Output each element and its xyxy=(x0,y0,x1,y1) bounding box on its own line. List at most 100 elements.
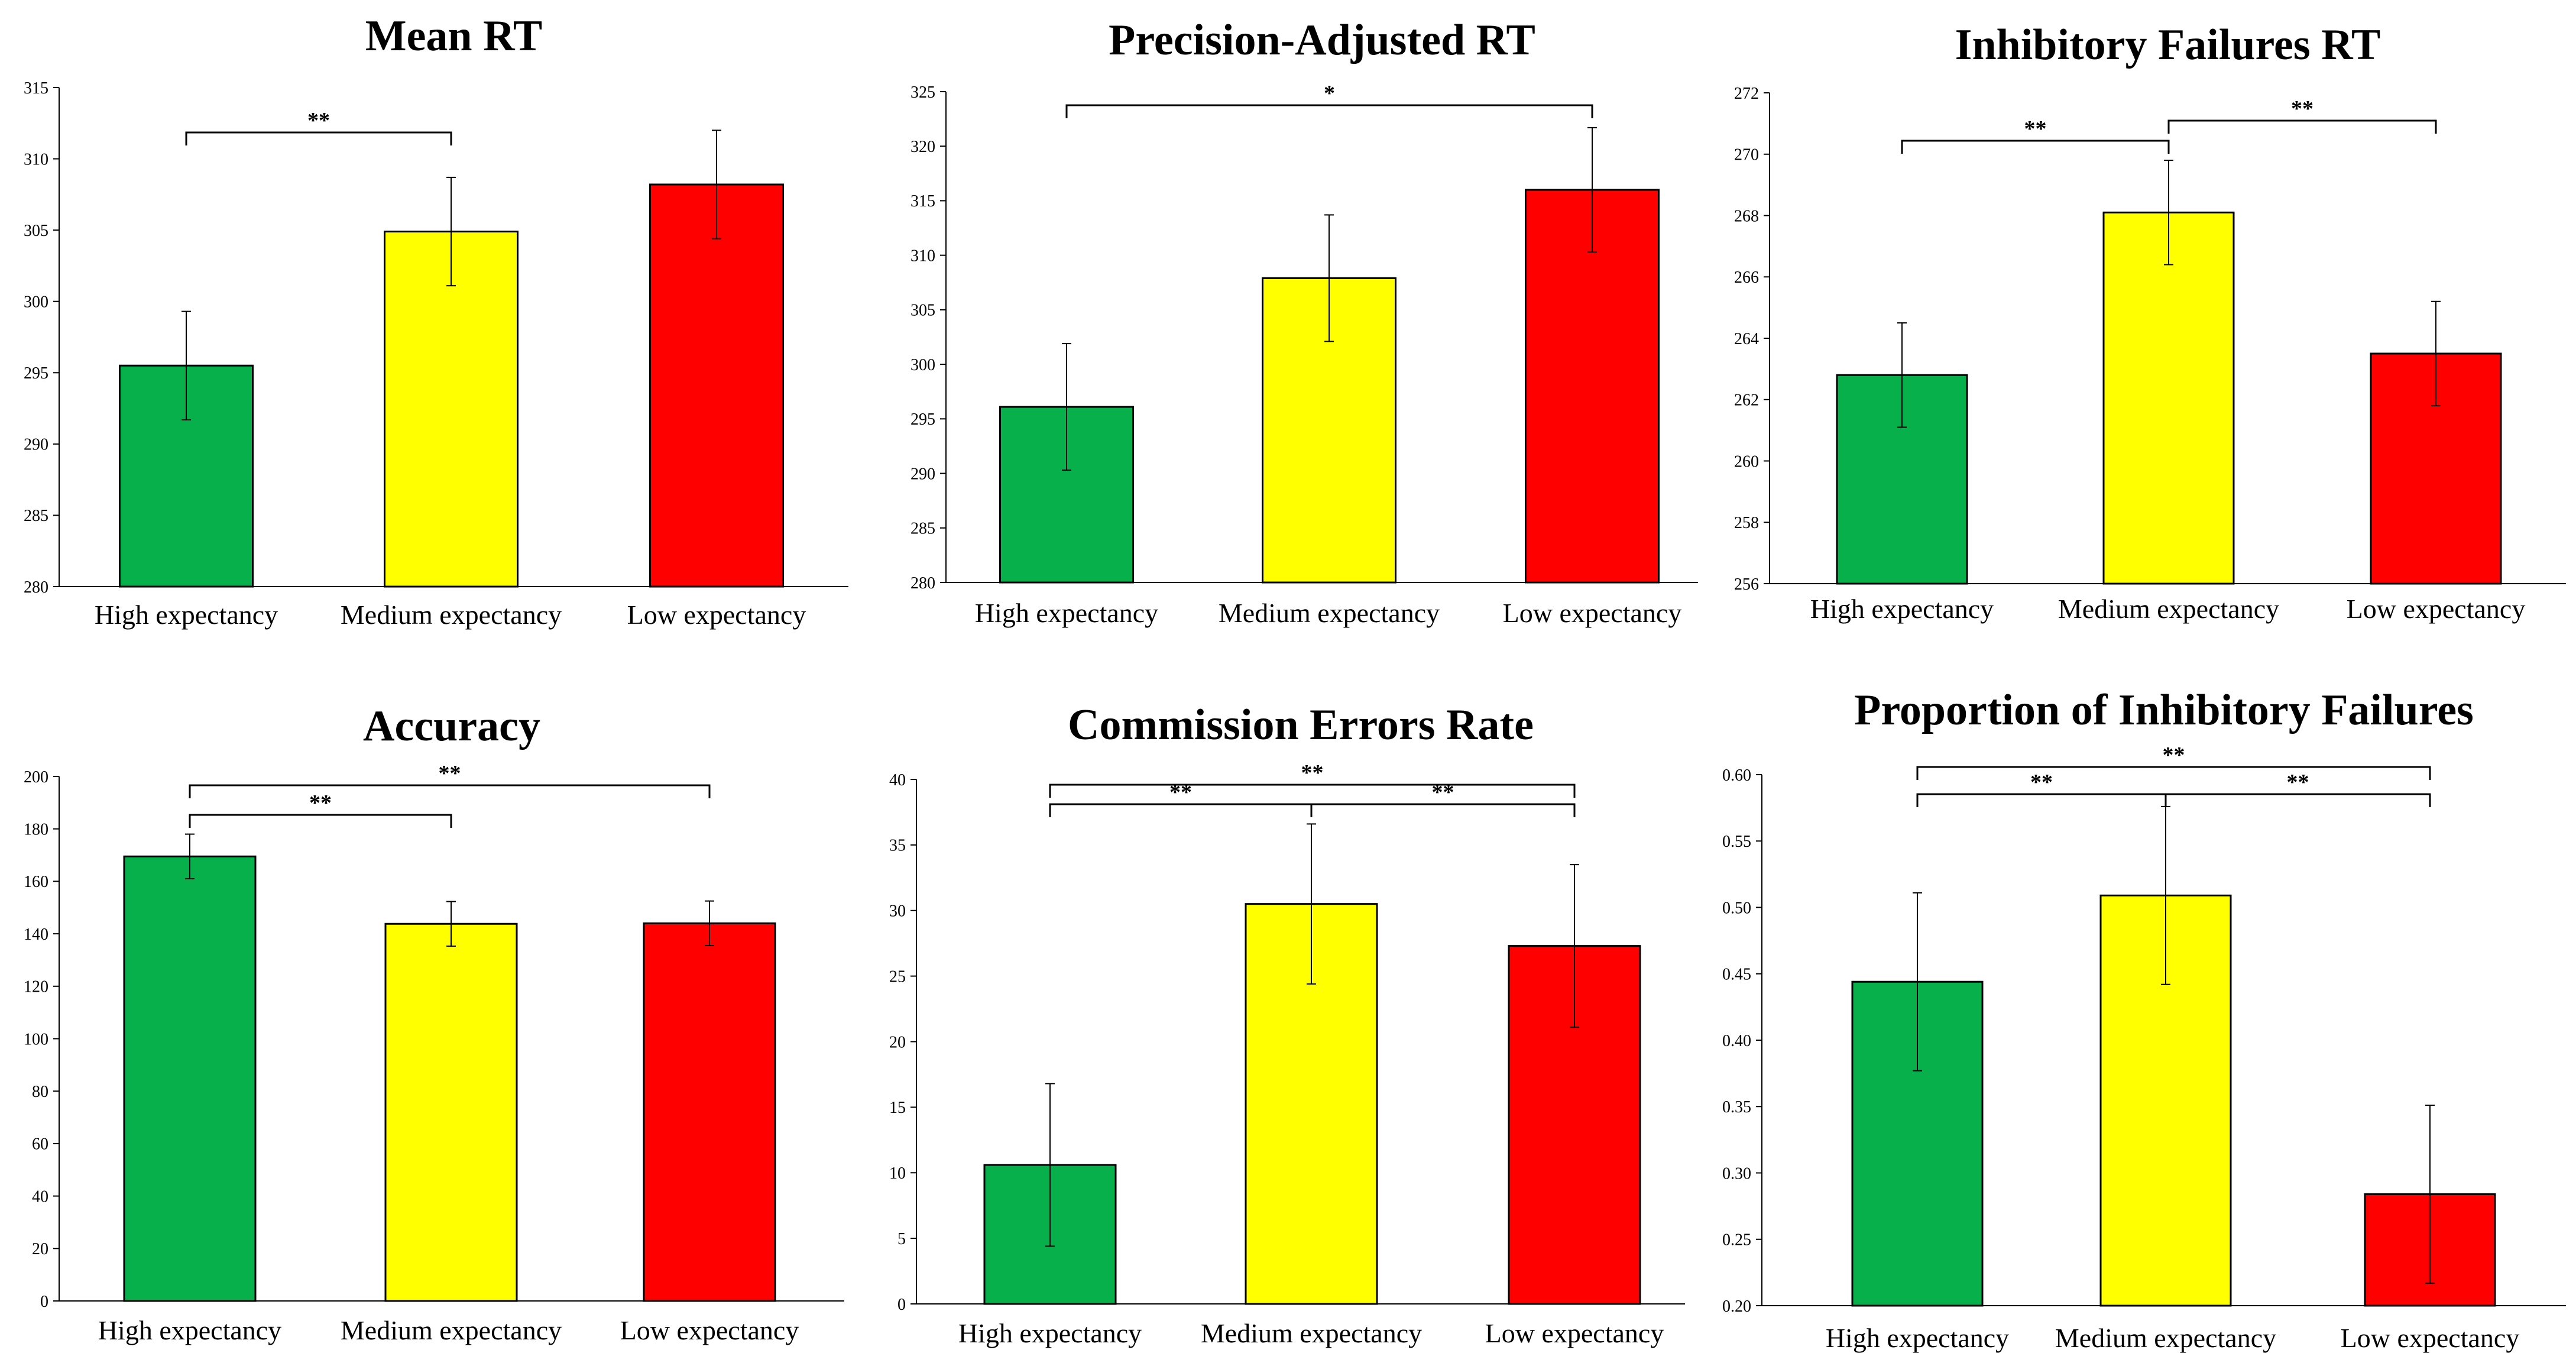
y-tick-label: 290 xyxy=(910,465,935,483)
bar xyxy=(643,922,776,1302)
y-tick-label: 80 xyxy=(32,1083,48,1101)
significance-label: ** xyxy=(2024,116,2047,141)
x-category-label: High expectancy xyxy=(958,1318,1142,1348)
y-tick-label: 325 xyxy=(910,83,935,102)
chart-title: Proportion of Inhibitory Failures xyxy=(1854,686,2474,734)
significance-label: ** xyxy=(2287,770,2309,795)
y-tick-label: 60 xyxy=(32,1135,48,1154)
y-tick-label: 0.25 xyxy=(1722,1231,1751,1250)
x-category-label: Medium expectancy xyxy=(1219,598,1440,628)
y-tick-label: 35 xyxy=(889,837,906,855)
y-tick-label: 100 xyxy=(24,1030,48,1048)
significance-bracket xyxy=(1049,803,1313,817)
significance-label: ** xyxy=(2163,743,2185,768)
y-tick-label: 0.55 xyxy=(1722,833,1751,851)
chart-title: Accuracy xyxy=(363,702,540,750)
chart-panel: Accuracy 0 20 40 60 80 100 120 140 160 180 200 High … xyxy=(24,702,844,1345)
x-category-label: Low expectancy xyxy=(1503,598,1682,628)
bar xyxy=(2102,211,2235,585)
x-category-label: Low expectancy xyxy=(2341,1323,2520,1353)
y-tick-label: 160 xyxy=(24,873,48,891)
x-category-label: High expectancy xyxy=(1810,594,1994,624)
y-tick-label: 0 xyxy=(40,1293,48,1311)
y-tick-label: 266 xyxy=(1734,268,1759,287)
y-tick-label: 305 xyxy=(910,302,935,320)
x-category-label: High expectancy xyxy=(98,1315,281,1345)
significance-bracket xyxy=(1310,803,1576,817)
x-category-label: Medium expectancy xyxy=(341,600,562,630)
significance-bracket xyxy=(1916,793,2167,807)
x-category-label: Medium expectancy xyxy=(2055,1323,2276,1353)
x-category-label: Low expectancy xyxy=(627,600,806,630)
significance-bracket xyxy=(2165,793,2431,807)
significance-label: ** xyxy=(2291,96,2313,121)
y-tick-label: 280 xyxy=(910,574,935,593)
x-category-label: High expectancy xyxy=(1826,1323,2009,1353)
chart-panel: Commission Errors Rate 0 5 10 15 20 25 30 35 40 Hi… xyxy=(889,701,1685,1348)
y-tick-label: 272 xyxy=(1734,85,1759,103)
y-tick-label: 305 xyxy=(24,222,48,240)
y-tick-label: 140 xyxy=(24,925,48,944)
chart-title: Inhibitory Failures RT xyxy=(1955,21,2381,69)
y-tick-label: 270 xyxy=(1734,146,1759,164)
x-category-label: Low expectancy xyxy=(620,1315,799,1345)
significance-label: ** xyxy=(1301,760,1324,785)
significance-label: ** xyxy=(1432,780,1454,805)
y-tick-label: 300 xyxy=(24,293,48,312)
significance-label: ** xyxy=(309,791,332,815)
significance-label: ** xyxy=(307,108,330,133)
chart-panel: Mean RT 280 285 290 295 300 305 310 315 High expe… xyxy=(24,12,848,630)
y-tick-label: 300 xyxy=(910,356,935,374)
chart-panel: Precision-Adjusted RT 280 285 290 295 300 305 3… xyxy=(910,16,1698,628)
bar xyxy=(1525,189,1660,584)
y-tick-label: 0 xyxy=(897,1296,906,1314)
y-tick-label: 310 xyxy=(24,150,48,169)
chart-panel: Proportion of Inhibitory Failures 0.20 0.2… xyxy=(1722,686,2566,1353)
y-tick-label: 264 xyxy=(1734,330,1759,348)
significance-bracket xyxy=(1916,766,2431,780)
chart-title: Precision-Adjusted RT xyxy=(1109,16,1535,64)
y-tick-label: 180 xyxy=(24,821,48,839)
y-tick-label: 280 xyxy=(24,578,48,597)
x-category-label: High expectancy xyxy=(975,598,1158,628)
y-tick-label: 258 xyxy=(1734,514,1759,532)
y-tick-label: 260 xyxy=(1734,452,1759,471)
y-tick-label: 315 xyxy=(910,192,935,211)
y-tick-label: 30 xyxy=(889,902,906,921)
y-tick-label: 10 xyxy=(889,1164,906,1183)
y-tick-label: 268 xyxy=(1734,207,1759,225)
y-tick-label: 20 xyxy=(889,1033,906,1051)
chart-title: Mean RT xyxy=(365,12,543,60)
significance-bracket xyxy=(1065,104,1593,118)
y-tick-label: 256 xyxy=(1734,575,1759,594)
y-tick-label: 295 xyxy=(910,410,935,429)
x-category-label: Medium expectancy xyxy=(341,1315,562,1345)
y-tick-label: 0.40 xyxy=(1722,1032,1751,1050)
significance-bracket xyxy=(1901,140,2170,154)
y-tick-label: 20 xyxy=(32,1240,48,1258)
significance-bracket xyxy=(2167,119,2437,134)
bar xyxy=(384,231,519,588)
x-category-label: Medium expectancy xyxy=(1201,1318,1422,1348)
bar xyxy=(649,183,784,588)
y-tick-label: 40 xyxy=(889,771,906,789)
y-tick-label: 295 xyxy=(24,364,48,383)
y-tick-label: 285 xyxy=(910,520,935,538)
y-tick-label: 25 xyxy=(889,967,906,986)
y-tick-label: 290 xyxy=(24,436,48,454)
bar xyxy=(384,922,518,1302)
y-tick-label: 40 xyxy=(32,1187,48,1206)
y-tick-label: 15 xyxy=(889,1099,906,1117)
y-tick-label: 285 xyxy=(24,507,48,525)
y-tick-label: 315 xyxy=(24,79,48,98)
significance-bracket xyxy=(185,131,452,145)
significance-label: ** xyxy=(1169,780,1192,805)
y-tick-label: 0.20 xyxy=(1722,1297,1751,1316)
y-tick-label: 5 xyxy=(897,1230,906,1248)
y-tick-label: 0.35 xyxy=(1722,1098,1751,1116)
significance-bracket xyxy=(189,784,711,798)
y-tick-label: 200 xyxy=(24,768,48,786)
chart-panel: Inhibitory Failures RT 256 258 260 262 264 266… xyxy=(1734,21,2566,624)
y-tick-label: 310 xyxy=(910,247,935,265)
